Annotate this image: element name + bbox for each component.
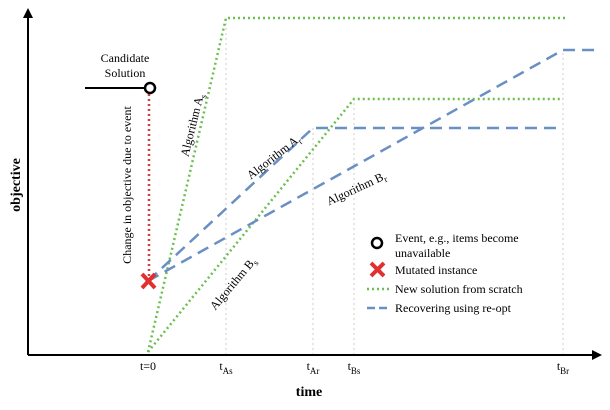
legend-text: Recovering using re-opt (395, 301, 512, 315)
legend-text: unavailable (395, 246, 450, 260)
label-sub: s (251, 258, 261, 267)
ticks: t=0 tAs tAr tBs tBr (140, 359, 569, 376)
mutated-marker (140, 272, 157, 290)
tick-label: tBr (557, 359, 569, 376)
legend: Event, e.g., items become unavailable Mu… (367, 231, 523, 315)
label-sub: r (382, 174, 389, 184)
legend-text: New solution from scratch (395, 282, 523, 296)
tick-sub: Br (560, 366, 569, 376)
tick-sub: As (223, 366, 233, 376)
tick-base: t (557, 359, 561, 373)
legend-text: Mutated instance (395, 263, 477, 277)
label-sub: s (198, 93, 209, 99)
tick-sub: Bs (351, 366, 361, 376)
label-base: Algorithm B (207, 257, 257, 313)
curve-label: Algorithm Ar (244, 132, 304, 184)
annotation: Candidate (101, 51, 150, 65)
curve-label: Algorithm Br (324, 169, 389, 211)
tick-base: t (219, 359, 223, 373)
tick-base: t (348, 359, 352, 373)
scratch-b (147, 97, 563, 353)
legend-text: Event, e.g., items become (395, 231, 519, 245)
curve-label: Algorithm As (178, 92, 209, 159)
event-marker (143, 81, 157, 95)
label-base: Algorithm B (324, 170, 385, 208)
label-sub: r (296, 136, 305, 146)
curve-label: Algorithm Bs (207, 254, 261, 314)
tick-label: t=0 (140, 359, 156, 373)
reopt-a (147, 126, 563, 282)
guides (225, 18, 564, 355)
tick-label: tBs (348, 359, 361, 376)
label-base: Algorithm A (244, 133, 301, 182)
tick-sub: Ar (310, 366, 320, 376)
tick-label: tAr (307, 359, 320, 376)
tick-base: t=0 (140, 359, 156, 373)
tick-label: tAs (219, 359, 233, 376)
legend-symbol (370, 236, 384, 250)
x-axis-label: time (296, 385, 322, 400)
reopt-b (147, 48, 600, 283)
tick-base: t (307, 359, 311, 373)
annotation: Solution (105, 66, 146, 80)
annotation: Change in objective due to event (120, 106, 134, 264)
legend-symbol (369, 261, 386, 278)
y-axis-label: objective (9, 158, 24, 212)
